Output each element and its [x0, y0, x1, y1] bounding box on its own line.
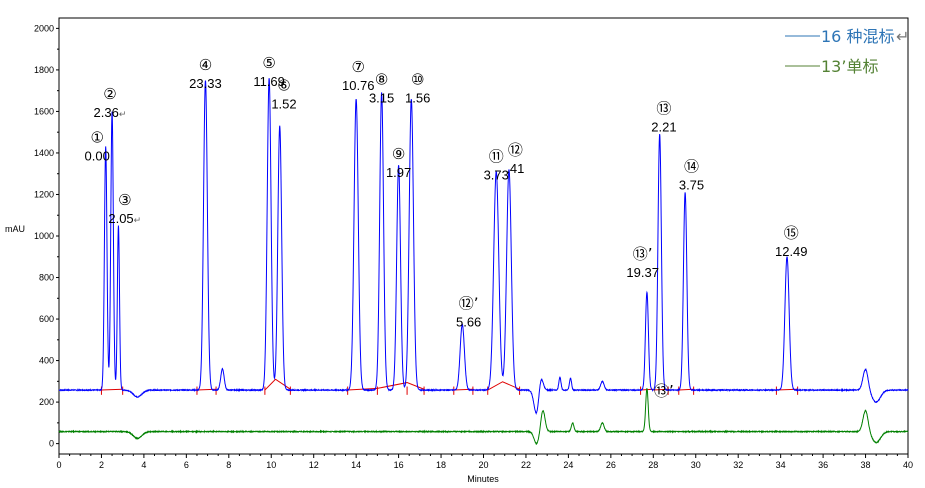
x-tick-label: 8	[226, 460, 231, 470]
y-axis-ticks: 0 200 400 600 800 1000 1200 1400 1600 1800 2000	[34, 23, 59, 449]
x-tick-label: 16	[394, 460, 404, 470]
y-tick-label: 0	[49, 439, 54, 449]
integration-baseline	[101, 388, 123, 391]
x-tick-label: 2	[99, 460, 104, 470]
peak-mark: ⑬’	[633, 245, 653, 263]
x-tick-label: 38	[861, 460, 871, 470]
peak-value-mark: ↵	[119, 109, 127, 119]
x-tick-label: 20	[478, 460, 488, 470]
peak-value: 5.66	[456, 315, 481, 330]
y-tick-label: 1800	[34, 65, 54, 75]
x-tick-label: 36	[818, 460, 828, 470]
y-tick-label: 200	[39, 397, 54, 407]
peak-value: 2.21	[651, 120, 676, 135]
x-tick-label: 4	[141, 460, 146, 470]
peak-value: 1.52	[271, 97, 296, 112]
x-axis-ticks: 0 2 4 6 8 10 12 14 16 18 20 22 24 26 28 30 32 34 36 38 40	[56, 454, 913, 470]
x-tick-label: 24	[563, 460, 573, 470]
peak-mark: ③	[118, 191, 131, 209]
peak-value: 1.97	[386, 165, 411, 180]
x-tick-label: 22	[521, 460, 531, 470]
peak-mark: ⑮	[784, 224, 799, 242]
peak-mark: ①	[90, 129, 103, 147]
series-trace-2	[58, 388, 909, 446]
y-tick-label: 1200	[34, 189, 54, 199]
y-tick-label: 1600	[34, 106, 54, 116]
peak-value-mark: ↵	[134, 215, 142, 225]
y-tick-label: 400	[39, 356, 54, 366]
x-tick-label: 18	[436, 460, 446, 470]
x-tick-label: 0	[56, 460, 61, 470]
peak-value: 3.75	[679, 178, 704, 193]
peak-mark: ②	[103, 85, 116, 103]
peak-mark: ⑬’	[654, 382, 674, 400]
peak-value: 3.15	[369, 90, 394, 105]
peak-value: .41	[506, 161, 524, 176]
x-tick-label: 30	[691, 460, 701, 470]
y-axis-title: mAU	[5, 224, 25, 234]
y-tick-label: 1400	[34, 148, 54, 158]
peak-value: 0.00	[85, 149, 110, 164]
x-tick-label: 12	[309, 460, 319, 470]
x-tick-label: 28	[648, 460, 658, 470]
series-traces	[58, 78, 909, 446]
peak-value: 10.76	[342, 78, 375, 93]
x-tick-label: 32	[733, 460, 743, 470]
x-tick-label: 6	[184, 460, 189, 470]
peak-mark: ⑨	[392, 145, 405, 163]
legend: 16 种混标 ↵ 13’单标	[785, 27, 909, 76]
y-tick-label: 600	[39, 314, 54, 324]
legend-mark-mixed: ↵	[896, 27, 909, 46]
peak-value: 1.56	[405, 90, 430, 105]
peak-mark: ⑤	[262, 54, 275, 72]
peak-value: 2.36↵	[94, 105, 127, 120]
peak-mark: ⑬	[656, 100, 671, 118]
x-tick-label: 10	[266, 460, 276, 470]
integration-baseline	[264, 378, 291, 391]
peak-value: 3.73	[484, 167, 509, 182]
legend-label-single: 13’单标	[821, 57, 878, 76]
peak-mark: ⑥	[277, 77, 290, 95]
peak-mark: ⑫	[508, 141, 523, 159]
x-tick-label: 34	[776, 460, 786, 470]
x-tick-label: 14	[351, 460, 361, 470]
peak-value: 19.37	[626, 265, 659, 280]
peak-value: 11.69	[253, 74, 285, 89]
y-tick-label: 2000	[34, 23, 54, 33]
peak-mark: ⑫’	[459, 295, 479, 313]
peak-annotations: ① 0.00 ② 2.36↵ ③ 2.05↵ ④ 23.33 ⑤ 11.69⑥ 1.52 ⑦ 10.76…	[85, 54, 808, 400]
peak-mark: ⑪	[489, 147, 504, 165]
series-trace-1	[58, 78, 909, 416]
peak-mark: ⑦	[352, 58, 365, 76]
peak-mark: ④	[199, 56, 212, 74]
peak-mark: ⑭	[684, 158, 699, 176]
x-tick-label: 40	[903, 460, 913, 470]
integration-baselines	[100, 378, 799, 395]
y-tick-label: 1000	[34, 231, 54, 241]
x-tick-label: 26	[606, 460, 616, 470]
legend-label-mixed: 16 种混标	[821, 27, 894, 46]
peak-value: 2.05↵	[108, 211, 141, 226]
integration-baseline	[347, 382, 425, 391]
y-tick-label: 800	[39, 273, 54, 283]
peak-mark: ⑩	[411, 70, 424, 88]
peak-value: 12.49	[775, 244, 808, 259]
peak-mark: ⑧	[375, 70, 388, 88]
integration-baseline	[487, 381, 520, 391]
x-axis-title: Minutes	[467, 474, 499, 484]
peak-value: 23.33	[189, 76, 222, 91]
